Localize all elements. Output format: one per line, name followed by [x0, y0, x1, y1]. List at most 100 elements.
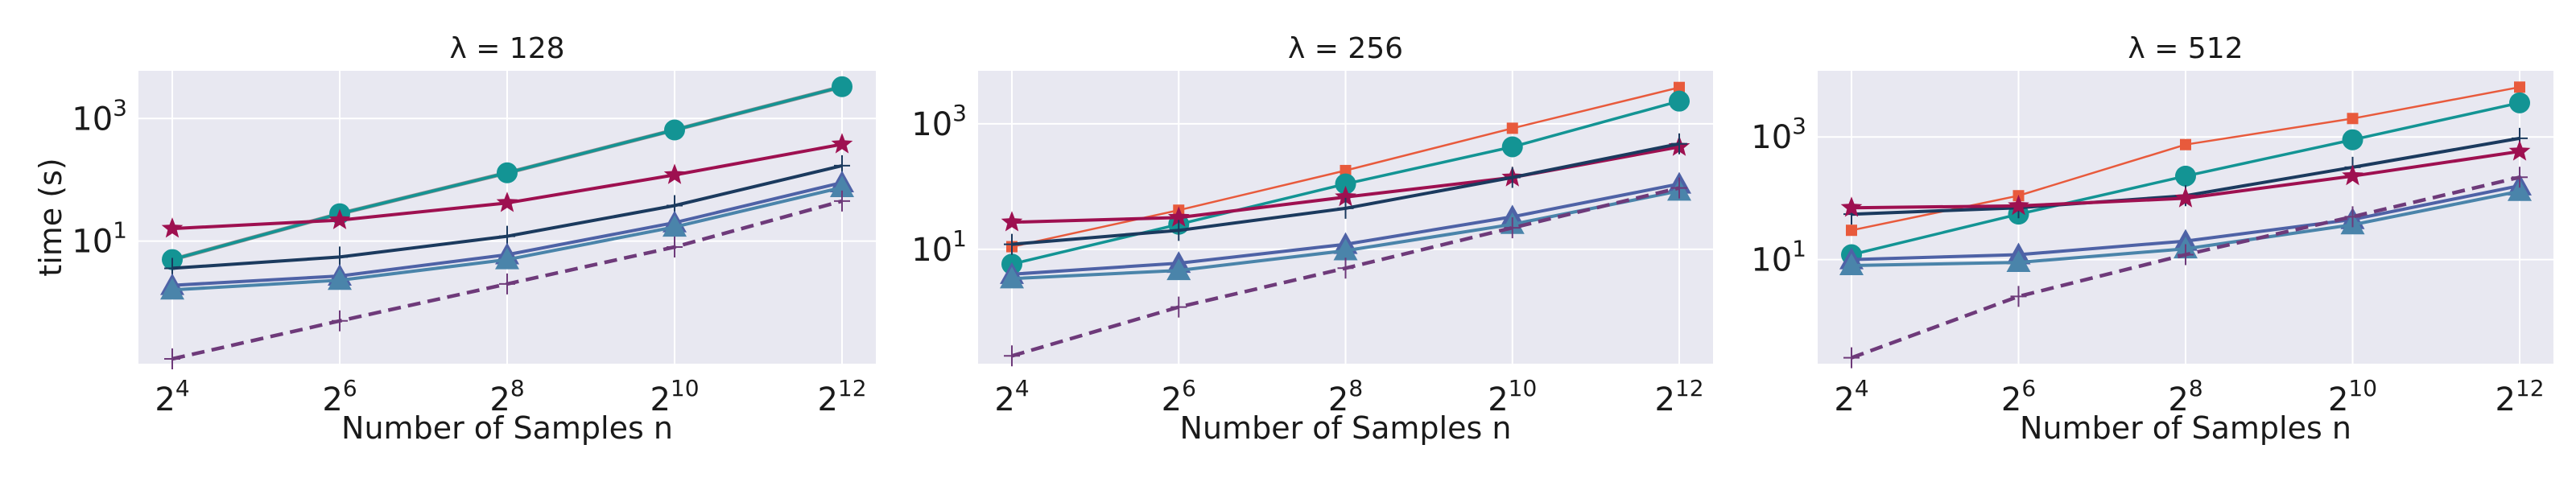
data-point [1840, 196, 1863, 217]
data-point [1340, 164, 1352, 176]
x-tick-label: 24 [994, 375, 1029, 418]
data-point [1504, 217, 1521, 239]
x-tick-label: 210 [650, 375, 699, 418]
y-tick-label: 103 [72, 94, 127, 138]
data-point [1170, 220, 1187, 241]
data-point [161, 217, 184, 238]
data-point [2347, 113, 2359, 125]
y-tick-label: 101 [1751, 236, 1806, 279]
data-point [499, 273, 515, 294]
y-tick-label: 101 [911, 225, 967, 269]
data-point [1000, 266, 1024, 289]
y-tick-label: 103 [911, 100, 967, 143]
data-point [1001, 211, 1023, 232]
data-point [160, 278, 184, 300]
data-point [830, 175, 854, 197]
series-4 [1840, 140, 2531, 217]
data-point [1506, 122, 1518, 134]
x-axis-label: Number of Samples n [1180, 410, 1512, 446]
data-point [664, 119, 685, 141]
data-point [663, 215, 687, 237]
data-point [1337, 257, 1354, 279]
data-point [495, 247, 519, 270]
data-point [1335, 173, 1356, 195]
data-point [164, 348, 180, 369]
data-point [834, 190, 850, 212]
series-7 [160, 175, 854, 300]
x-tick-label: 26 [1162, 375, 1196, 418]
data-point [1170, 296, 1187, 318]
series-7 [1004, 177, 1687, 367]
x-axis-label: Number of Samples n [2020, 410, 2351, 446]
x-tick-label: 24 [155, 375, 189, 418]
x-tick-label: 28 [2168, 375, 2202, 418]
x-tick-label: 28 [489, 375, 524, 418]
x-tick-label: 210 [2328, 375, 2377, 418]
chart-panel-3: λ = 512 24 26 28 210 212 101 103 Number of Sampl… [1751, 32, 2553, 446]
chart-title: λ = 256 [1288, 32, 1403, 65]
data-point [1167, 206, 1190, 227]
data-point [2508, 179, 2532, 201]
data-point [2508, 140, 2531, 161]
data-point [2180, 138, 2191, 150]
data-point [831, 133, 853, 154]
chart-title: λ = 512 [2128, 32, 2243, 65]
x-tick-label: 24 [1834, 375, 1868, 418]
data-point [2010, 286, 2027, 307]
y-axis-label: time (s) [33, 158, 68, 276]
y-tick-label: 101 [72, 217, 127, 261]
data-point [1337, 197, 1354, 219]
chart-title: λ = 128 [449, 32, 564, 65]
data-point [2006, 250, 2031, 273]
data-point [1335, 185, 1356, 207]
series-4 [1004, 133, 1687, 255]
data-point [2008, 194, 2029, 216]
data-point [1501, 136, 1523, 158]
data-point [2175, 165, 2196, 187]
data-point [496, 192, 518, 212]
data-point [667, 237, 683, 258]
data-point [2514, 81, 2525, 93]
data-point [663, 163, 686, 184]
x-tick-label: 28 [1328, 375, 1363, 418]
data-point [332, 310, 348, 332]
x-tick-label: 210 [1488, 375, 1537, 418]
data-point [2509, 92, 2530, 113]
data-point [328, 268, 352, 290]
series-4 [161, 133, 853, 238]
x-tick-label: 26 [2001, 375, 2036, 418]
chart-panel-2: λ = 256 24 26 28 210 212 101 103 Number of Sampl… [911, 32, 1713, 446]
data-point [328, 208, 351, 229]
data-point [2174, 187, 2197, 208]
x-axis-label: Number of Samples n [341, 410, 673, 446]
data-point [1504, 167, 1521, 188]
data-point [1846, 224, 1857, 237]
data-point [1166, 258, 1191, 281]
x-tick-label: 212 [817, 375, 866, 418]
data-point [1671, 133, 1687, 154]
chart-panel-1: λ = 128 24 26 28 210 212 101 103 Number of Sampl… [33, 32, 876, 446]
x-tick-label: 212 [2495, 375, 2544, 418]
y-tick-label: 103 [1751, 113, 1806, 156]
data-point [1004, 233, 1020, 255]
x-tick-label: 212 [1654, 375, 1703, 418]
data-point [1674, 81, 1685, 93]
data-point [1671, 177, 1687, 199]
series-7 [1843, 167, 2528, 369]
data-point [497, 162, 518, 183]
data-point [2178, 244, 2194, 266]
data-point [1843, 347, 1860, 369]
data-point [2342, 129, 2363, 150]
data-point [1004, 345, 1020, 367]
series-8 [164, 190, 850, 369]
x-tick-label: 26 [322, 375, 357, 418]
data-point [2342, 164, 2363, 186]
data-point [832, 76, 852, 97]
data-point [2344, 206, 2361, 228]
data-point [1333, 238, 1358, 261]
series-3 [162, 76, 852, 270]
data-point [1669, 90, 1690, 112]
data-point [2512, 167, 2528, 188]
